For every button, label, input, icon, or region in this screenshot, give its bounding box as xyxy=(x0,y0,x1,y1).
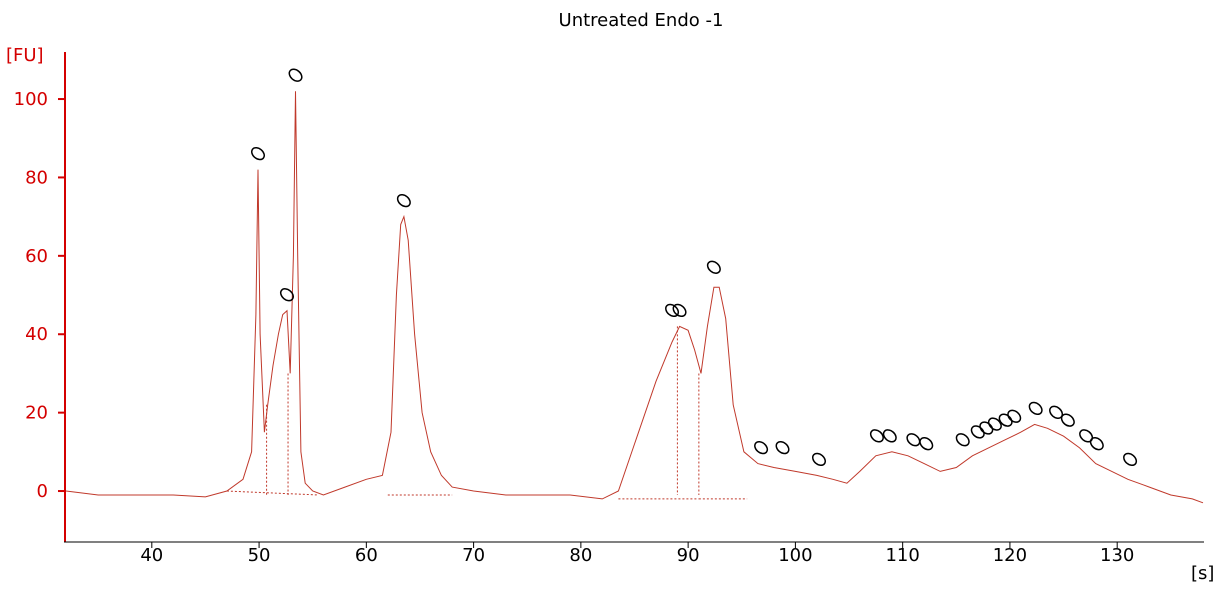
y-tick-label: 40 xyxy=(25,324,48,345)
x-axis-ticks: 40 50 60 70 80 90 100 110 120 130 xyxy=(140,542,1134,566)
peak-markers xyxy=(251,68,1138,467)
y-tick-label: 80 xyxy=(25,167,48,188)
x-axis-unit-label: [s] xyxy=(1191,563,1214,584)
y-axis-unit-label: [FU] xyxy=(6,45,44,66)
chart-title: Untreated Endo -1 xyxy=(559,10,724,31)
peak-marker-icon xyxy=(251,146,266,161)
y-tick-label: 0 xyxy=(37,481,48,502)
peak-marker-icon xyxy=(882,429,897,443)
peak-marker-icon xyxy=(987,417,1002,431)
x-tick-label: 90 xyxy=(677,545,700,566)
peak-marker-icon xyxy=(706,260,721,274)
peak-marker-icon xyxy=(1060,413,1075,427)
peak-marker-icon xyxy=(775,440,790,455)
x-tick-label: 70 xyxy=(462,545,485,566)
peak-marker-icon xyxy=(672,303,687,318)
peak-marker-icon xyxy=(811,452,826,467)
baseline-segment xyxy=(226,490,319,496)
y-tick-label: 20 xyxy=(25,403,48,424)
y-tick-label: 60 xyxy=(25,246,48,267)
peak-marker-icon xyxy=(1007,409,1022,423)
peak-marker-icon xyxy=(1089,437,1104,451)
peak-marker-icon xyxy=(919,437,934,451)
x-tick-label: 60 xyxy=(355,545,378,566)
x-tick-label: 100 xyxy=(778,545,812,566)
y-tick-label: 100 xyxy=(14,89,48,110)
peak-marker-icon xyxy=(1079,429,1094,443)
peak-marker-icon xyxy=(955,433,970,447)
peak-marker-icon xyxy=(906,433,921,447)
x-tick-label: 130 xyxy=(1100,545,1134,566)
peak-marker-icon xyxy=(1123,452,1138,467)
peak-marker-icon xyxy=(396,193,411,208)
x-tick-label: 40 xyxy=(140,545,163,566)
peak-marker-icon xyxy=(754,440,769,455)
peak-baselines xyxy=(226,326,748,500)
peak-marker-icon xyxy=(288,68,303,82)
peak-marker-icon xyxy=(279,288,294,302)
peak-marker-icon xyxy=(869,429,884,443)
y-axis-ticks: 0 20 40 60 80 100 xyxy=(14,89,65,502)
x-tick-label: 110 xyxy=(885,545,919,566)
x-tick-label: 80 xyxy=(569,545,592,566)
signal-trace xyxy=(65,91,1204,504)
x-tick-label: 120 xyxy=(993,545,1027,566)
axes xyxy=(64,52,1204,543)
peak-marker-icon xyxy=(1028,401,1043,416)
x-tick-label: 50 xyxy=(248,545,271,566)
